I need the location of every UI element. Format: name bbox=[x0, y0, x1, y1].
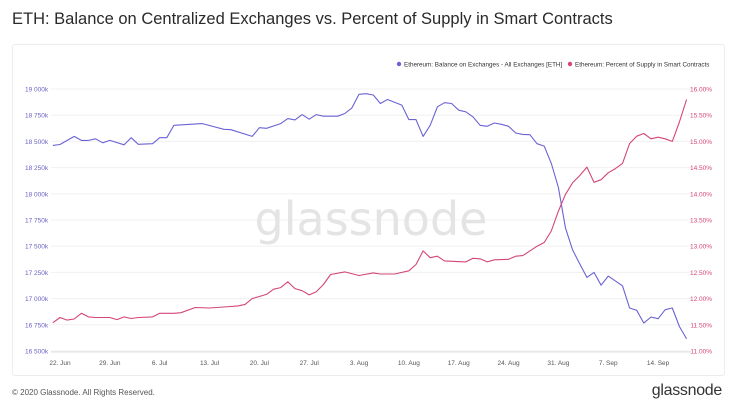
x-tick-label: 13. Jul bbox=[200, 360, 220, 367]
chart-card: 16 500k 11.00% 16 750k 11.50% 17 000k 12.00% 1… bbox=[12, 44, 725, 376]
y-left-tick-label: 19 000k bbox=[25, 87, 49, 94]
x-tick-label: 17. Aug bbox=[448, 360, 470, 367]
y-right-tick-label: 11.00% bbox=[690, 349, 712, 356]
x-tick-label: 20. Jul bbox=[250, 360, 270, 367]
legend-marker-balance bbox=[396, 61, 402, 67]
page-title: ETH: Balance on Centralized Exchanges vs… bbox=[12, 10, 613, 28]
x-tick-label: 14. Sep bbox=[647, 360, 670, 367]
y-right-tick-label: 12.50% bbox=[690, 270, 712, 277]
y-right-tick-label: 11.50% bbox=[690, 322, 712, 329]
y-left-tick-label: 17 000k bbox=[25, 296, 49, 303]
y-left-tick-label: 18 250k bbox=[25, 165, 49, 172]
watermark: glassnode bbox=[255, 192, 488, 246]
y-right-tick-label: 15.50% bbox=[690, 113, 712, 120]
x-tick-label: 29. Jun bbox=[99, 360, 121, 367]
y-left-tick-label: 16 750k bbox=[25, 322, 49, 329]
y-left-tick-label: 18 500k bbox=[25, 139, 49, 146]
y-left-tick-label: 17 750k bbox=[25, 218, 49, 225]
y-left-tick-label: 18 750k bbox=[25, 113, 49, 120]
chart: 16 500k 11.00% 16 750k 11.50% 17 000k 12.00% 1… bbox=[25, 61, 712, 367]
y-right-tick-label: 14.00% bbox=[690, 191, 712, 198]
y-left-tick-label: 17 250k bbox=[25, 270, 49, 277]
y-left-tick-label: 16 500k bbox=[25, 349, 49, 356]
x-tick-label: 24. Aug bbox=[498, 360, 520, 367]
y-right-tick-label: 14.50% bbox=[690, 165, 712, 172]
y-right-tick-label: 15.00% bbox=[690, 139, 712, 146]
copyright: © 2020 Glassnode. All Rights Reserved. bbox=[12, 388, 155, 397]
y-right-tick-label: 12.00% bbox=[690, 296, 712, 303]
x-tick-label: 27. Jul bbox=[300, 360, 320, 367]
y-right-tick-label: 13.50% bbox=[690, 218, 712, 225]
x-tick-label: 22. Jun bbox=[49, 360, 71, 367]
x-tick-label: 3. Aug bbox=[350, 360, 369, 367]
series-line-balance bbox=[52, 93, 688, 340]
y-right-tick-label: 16.00% bbox=[690, 87, 712, 94]
legend-label-balance: Ethereum: Balance on Exchanges - All Exc… bbox=[404, 61, 562, 68]
legend-marker-percent bbox=[567, 61, 573, 67]
x-tick-label: 31. Aug bbox=[547, 360, 569, 367]
legend-label-percent: Ethereum: Percent of Supply in Smart Con… bbox=[575, 61, 709, 68]
series-line-percent bbox=[52, 99, 688, 324]
glassnode-logo[interactable]: glassnode bbox=[651, 382, 723, 399]
y-right-tick-label: 13.00% bbox=[690, 244, 712, 251]
x-tick-label: 6. Jul bbox=[152, 360, 168, 367]
y-left-tick-label: 17 500k bbox=[25, 244, 49, 251]
y-left-tick-label: 18 000k bbox=[25, 191, 49, 198]
x-tick-label: 7. Sep bbox=[599, 360, 618, 367]
x-tick-label: 10. Aug bbox=[398, 360, 420, 367]
